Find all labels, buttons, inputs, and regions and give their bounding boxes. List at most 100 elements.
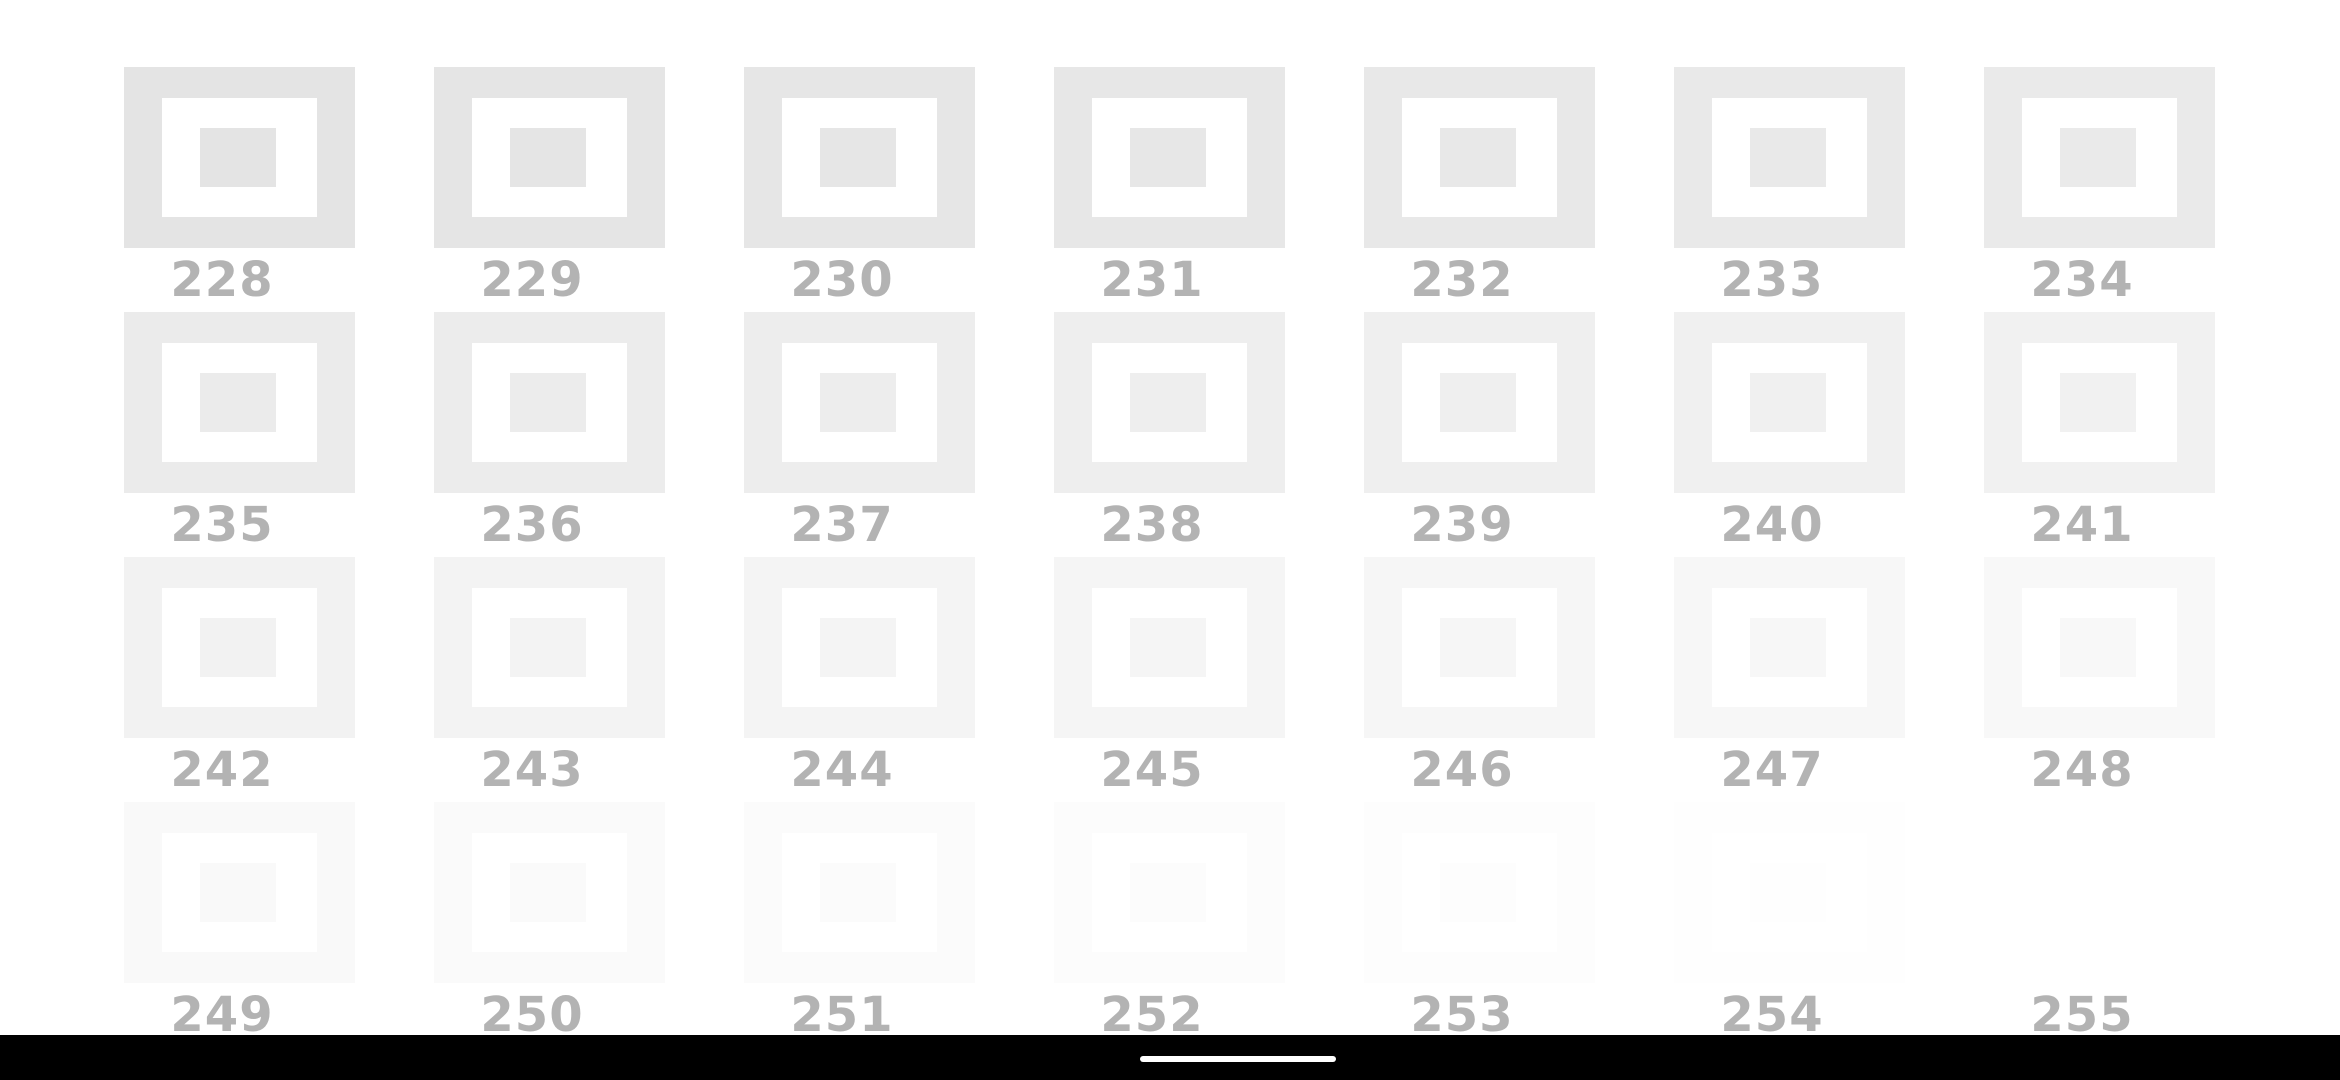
gray-swatch [744, 312, 975, 493]
swatch-cell-245: 245 [1054, 557, 1285, 802]
swatch-label: 232 [1410, 252, 1514, 308]
swatch-cell-242: 242 [124, 557, 355, 802]
swatch-core [1750, 863, 1826, 922]
gray-swatch [1054, 802, 1285, 983]
gray-swatch [744, 557, 975, 738]
swatch-core [510, 373, 586, 432]
swatch-core [200, 863, 276, 922]
swatch-cell-236: 236 [434, 312, 665, 557]
swatch-grid: 228 229 230 231 232 233 [124, 67, 2215, 1047]
swatch-cell-230: 230 [744, 67, 975, 312]
home-indicator-icon[interactable] [1140, 1056, 1336, 1062]
swatch-core [2060, 373, 2136, 432]
swatch-core [1440, 128, 1516, 187]
swatch-label: 240 [1720, 497, 1824, 553]
swatch-core [510, 863, 586, 922]
swatch-cell-251: 251 [744, 802, 975, 1047]
swatch-cell-240: 240 [1674, 312, 1905, 557]
swatch-core [510, 128, 586, 187]
swatch-label: 233 [1720, 252, 1824, 308]
gray-swatch [1984, 67, 2215, 248]
swatch-label: 248 [2030, 742, 2134, 798]
gray-swatch [1984, 557, 2215, 738]
gray-swatch [1364, 557, 1595, 738]
swatch-core [2060, 128, 2136, 187]
swatch-cell-241: 241 [1984, 312, 2215, 557]
swatch-cell-234: 234 [1984, 67, 2215, 312]
gray-swatch [744, 67, 975, 248]
swatch-label: 249 [170, 987, 274, 1043]
swatch-cell-248: 248 [1984, 557, 2215, 802]
swatch-label: 246 [1410, 742, 1514, 798]
swatch-label: 253 [1410, 987, 1514, 1043]
swatch-core [1130, 618, 1206, 677]
swatch-core [820, 128, 896, 187]
swatch-cell-249: 249 [124, 802, 355, 1047]
swatch-core [2060, 863, 2136, 922]
swatch-cell-255: 255 [1984, 802, 2215, 1047]
swatch-cell-231: 231 [1054, 67, 1285, 312]
gray-swatch [124, 557, 355, 738]
swatch-label: 255 [2030, 987, 2134, 1043]
gray-swatch [434, 802, 665, 983]
swatch-label: 231 [1100, 252, 1204, 308]
swatch-label: 250 [480, 987, 584, 1043]
swatch-cell-243: 243 [434, 557, 665, 802]
gray-swatch [434, 312, 665, 493]
swatch-core [1130, 373, 1206, 432]
swatch-label: 243 [480, 742, 584, 798]
swatch-core [820, 373, 896, 432]
swatch-cell-252: 252 [1054, 802, 1285, 1047]
swatch-cell-246: 246 [1364, 557, 1595, 802]
swatch-core [200, 373, 276, 432]
gray-swatch [1054, 67, 1285, 248]
swatch-cell-233: 233 [1674, 67, 1905, 312]
gray-swatch [434, 557, 665, 738]
swatch-label: 236 [480, 497, 584, 553]
gray-swatch [1364, 802, 1595, 983]
gray-swatch [124, 67, 355, 248]
swatch-label: 229 [480, 252, 584, 308]
swatch-core [1440, 618, 1516, 677]
swatch-cell-238: 238 [1054, 312, 1285, 557]
gray-swatch [1674, 67, 1905, 248]
gray-swatch [1674, 802, 1905, 983]
swatch-cell-253: 253 [1364, 802, 1595, 1047]
swatch-cell-228: 228 [124, 67, 355, 312]
swatch-cell-247: 247 [1674, 557, 1905, 802]
gray-swatch [1054, 312, 1285, 493]
swatch-core [1750, 618, 1826, 677]
swatch-core [1440, 863, 1516, 922]
swatch-label: 254 [1720, 987, 1824, 1043]
gray-swatch [124, 802, 355, 983]
swatch-label: 237 [790, 497, 894, 553]
swatch-core [1130, 128, 1206, 187]
swatch-cell-239: 239 [1364, 312, 1595, 557]
gray-swatch [124, 312, 355, 493]
swatch-label: 242 [170, 742, 274, 798]
swatch-label: 244 [790, 742, 894, 798]
swatch-label: 251 [790, 987, 894, 1043]
swatch-label: 238 [1100, 497, 1204, 553]
swatch-cell-254: 254 [1674, 802, 1905, 1047]
swatch-cell-232: 232 [1364, 67, 1595, 312]
gray-swatch [1984, 802, 2215, 983]
swatch-label: 241 [2030, 497, 2134, 553]
swatch-cell-244: 244 [744, 557, 975, 802]
swatch-cell-237: 237 [744, 312, 975, 557]
swatch-cell-229: 229 [434, 67, 665, 312]
swatch-label: 228 [170, 252, 274, 308]
swatch-core [510, 618, 586, 677]
swatch-core [1130, 863, 1206, 922]
gray-swatch [744, 802, 975, 983]
gray-swatch [1364, 312, 1595, 493]
swatch-label: 239 [1410, 497, 1514, 553]
swatch-label: 235 [170, 497, 274, 553]
gray-swatch [1984, 312, 2215, 493]
gray-swatch [434, 67, 665, 248]
swatch-label: 252 [1100, 987, 1204, 1043]
swatch-core [820, 863, 896, 922]
swatch-core [1750, 128, 1826, 187]
swatch-label: 230 [790, 252, 894, 308]
